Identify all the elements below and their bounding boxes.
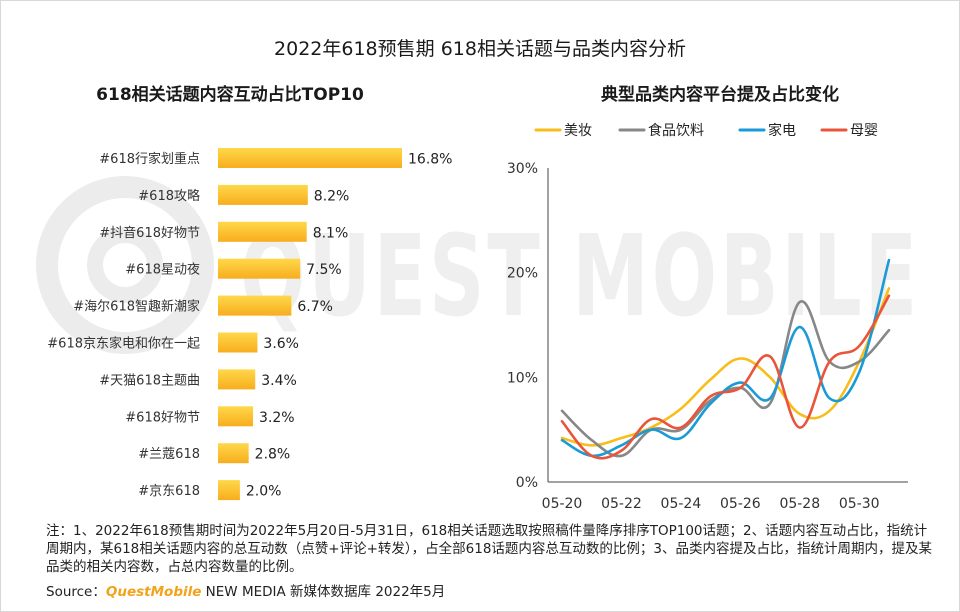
bar-value-label: 3.6% xyxy=(263,336,299,352)
series-line xyxy=(560,294,891,460)
bar xyxy=(218,332,258,353)
legend-item: 食品饮料 xyxy=(618,122,704,139)
y-tick-label: 10% xyxy=(507,370,538,386)
legend-item: 母婴 xyxy=(820,123,878,139)
bar-category-label: #618行家划重点 xyxy=(99,151,200,167)
line-chart: 0% 10% 20% 30% 05-20 05-22 05-24 05-26 05-28 05-3… xyxy=(507,122,908,512)
bar-category-label: #618京东家电和你在一起 xyxy=(47,336,200,352)
bar-value-label: 2.8% xyxy=(255,447,291,463)
bar xyxy=(218,406,254,427)
bar-category-label: #618好物节 xyxy=(125,410,200,425)
bar-chart-title: 618相关话题内容互动占比TOP10 xyxy=(96,85,364,105)
legend-label: 家电 xyxy=(768,122,796,139)
x-tick-label: 05-30 xyxy=(839,496,880,512)
x-tick-label: 05-28 xyxy=(779,496,820,512)
legend-label: 母婴 xyxy=(850,123,878,139)
bar xyxy=(218,184,308,205)
bar-value-label: 3.2% xyxy=(259,410,295,426)
bar xyxy=(218,221,307,242)
bar-category-label: #海尔618智趣新潮家 xyxy=(73,299,200,315)
source-prefix: Source： xyxy=(46,584,106,600)
watermark-logo-icon xyxy=(36,176,214,354)
legend-label: 美妆 xyxy=(564,123,592,139)
bar-category-label: #京东618 xyxy=(138,484,200,499)
watermark-text: QUEST MOBILE xyxy=(240,212,920,342)
page-title: 2022年618预售期 618相关话题与品类内容分析 xyxy=(274,38,686,60)
bar-value-label: 3.4% xyxy=(261,373,297,389)
x-tick-label: 05-26 xyxy=(720,496,761,512)
bar-category-label: #618攻略 xyxy=(138,188,200,204)
legend-label: 食品饮料 xyxy=(648,122,704,139)
x-tick-label: 05-24 xyxy=(661,496,702,512)
bar-value-label: 8.2% xyxy=(314,188,350,204)
legend-item: 美妆 xyxy=(534,123,592,139)
bar-chart: #618行家划重点 16.8% #618攻略 8.2% #抖音618好物节 8.1% #61… xyxy=(47,148,452,501)
series-line xyxy=(560,258,891,458)
footnote: 注：1、2022年618预售期时间为2022年5月20日-5月31日，618相关… xyxy=(46,523,932,575)
bar xyxy=(218,295,292,316)
y-tick-label: 30% xyxy=(507,161,538,177)
bar xyxy=(218,258,301,279)
x-tick-label: 05-20 xyxy=(542,496,583,512)
source-brand: QuestMobile xyxy=(105,584,202,600)
bar-category-label: #兰蔻618 xyxy=(138,447,200,462)
bar xyxy=(218,369,256,390)
series-line xyxy=(560,300,891,458)
bar-value-label: 2.0% xyxy=(246,484,282,500)
source-line: Source：QuestMobile NEW MEDIA 新媒体数据库 2022… xyxy=(46,580,445,600)
legend-item: 家电 xyxy=(738,122,796,139)
bar-value-label: 8.1% xyxy=(313,225,349,241)
bar xyxy=(218,148,402,168)
bar xyxy=(218,480,240,501)
line-chart-title: 典型品类内容平台提及占比变化 xyxy=(601,85,839,105)
source-rest: NEW MEDIA 新媒体数据库 2022年5月 xyxy=(201,584,446,600)
bar-value-label: 16.8% xyxy=(408,152,452,168)
watermark: QUEST MOBILE xyxy=(36,176,920,354)
y-tick-label: 20% xyxy=(507,266,538,282)
bar-category-label: #618星动夜 xyxy=(125,263,200,278)
series-line xyxy=(560,287,891,447)
x-tick-label: 05-22 xyxy=(601,496,642,512)
bar-category-label: #抖音618好物节 xyxy=(99,225,200,241)
y-tick-label: 0% xyxy=(516,475,538,491)
bar-value-label: 7.5% xyxy=(306,262,342,278)
bar-value-label: 6.7% xyxy=(297,299,333,315)
bar-category-label: #天猫618主题曲 xyxy=(99,373,200,388)
bar xyxy=(218,443,249,464)
